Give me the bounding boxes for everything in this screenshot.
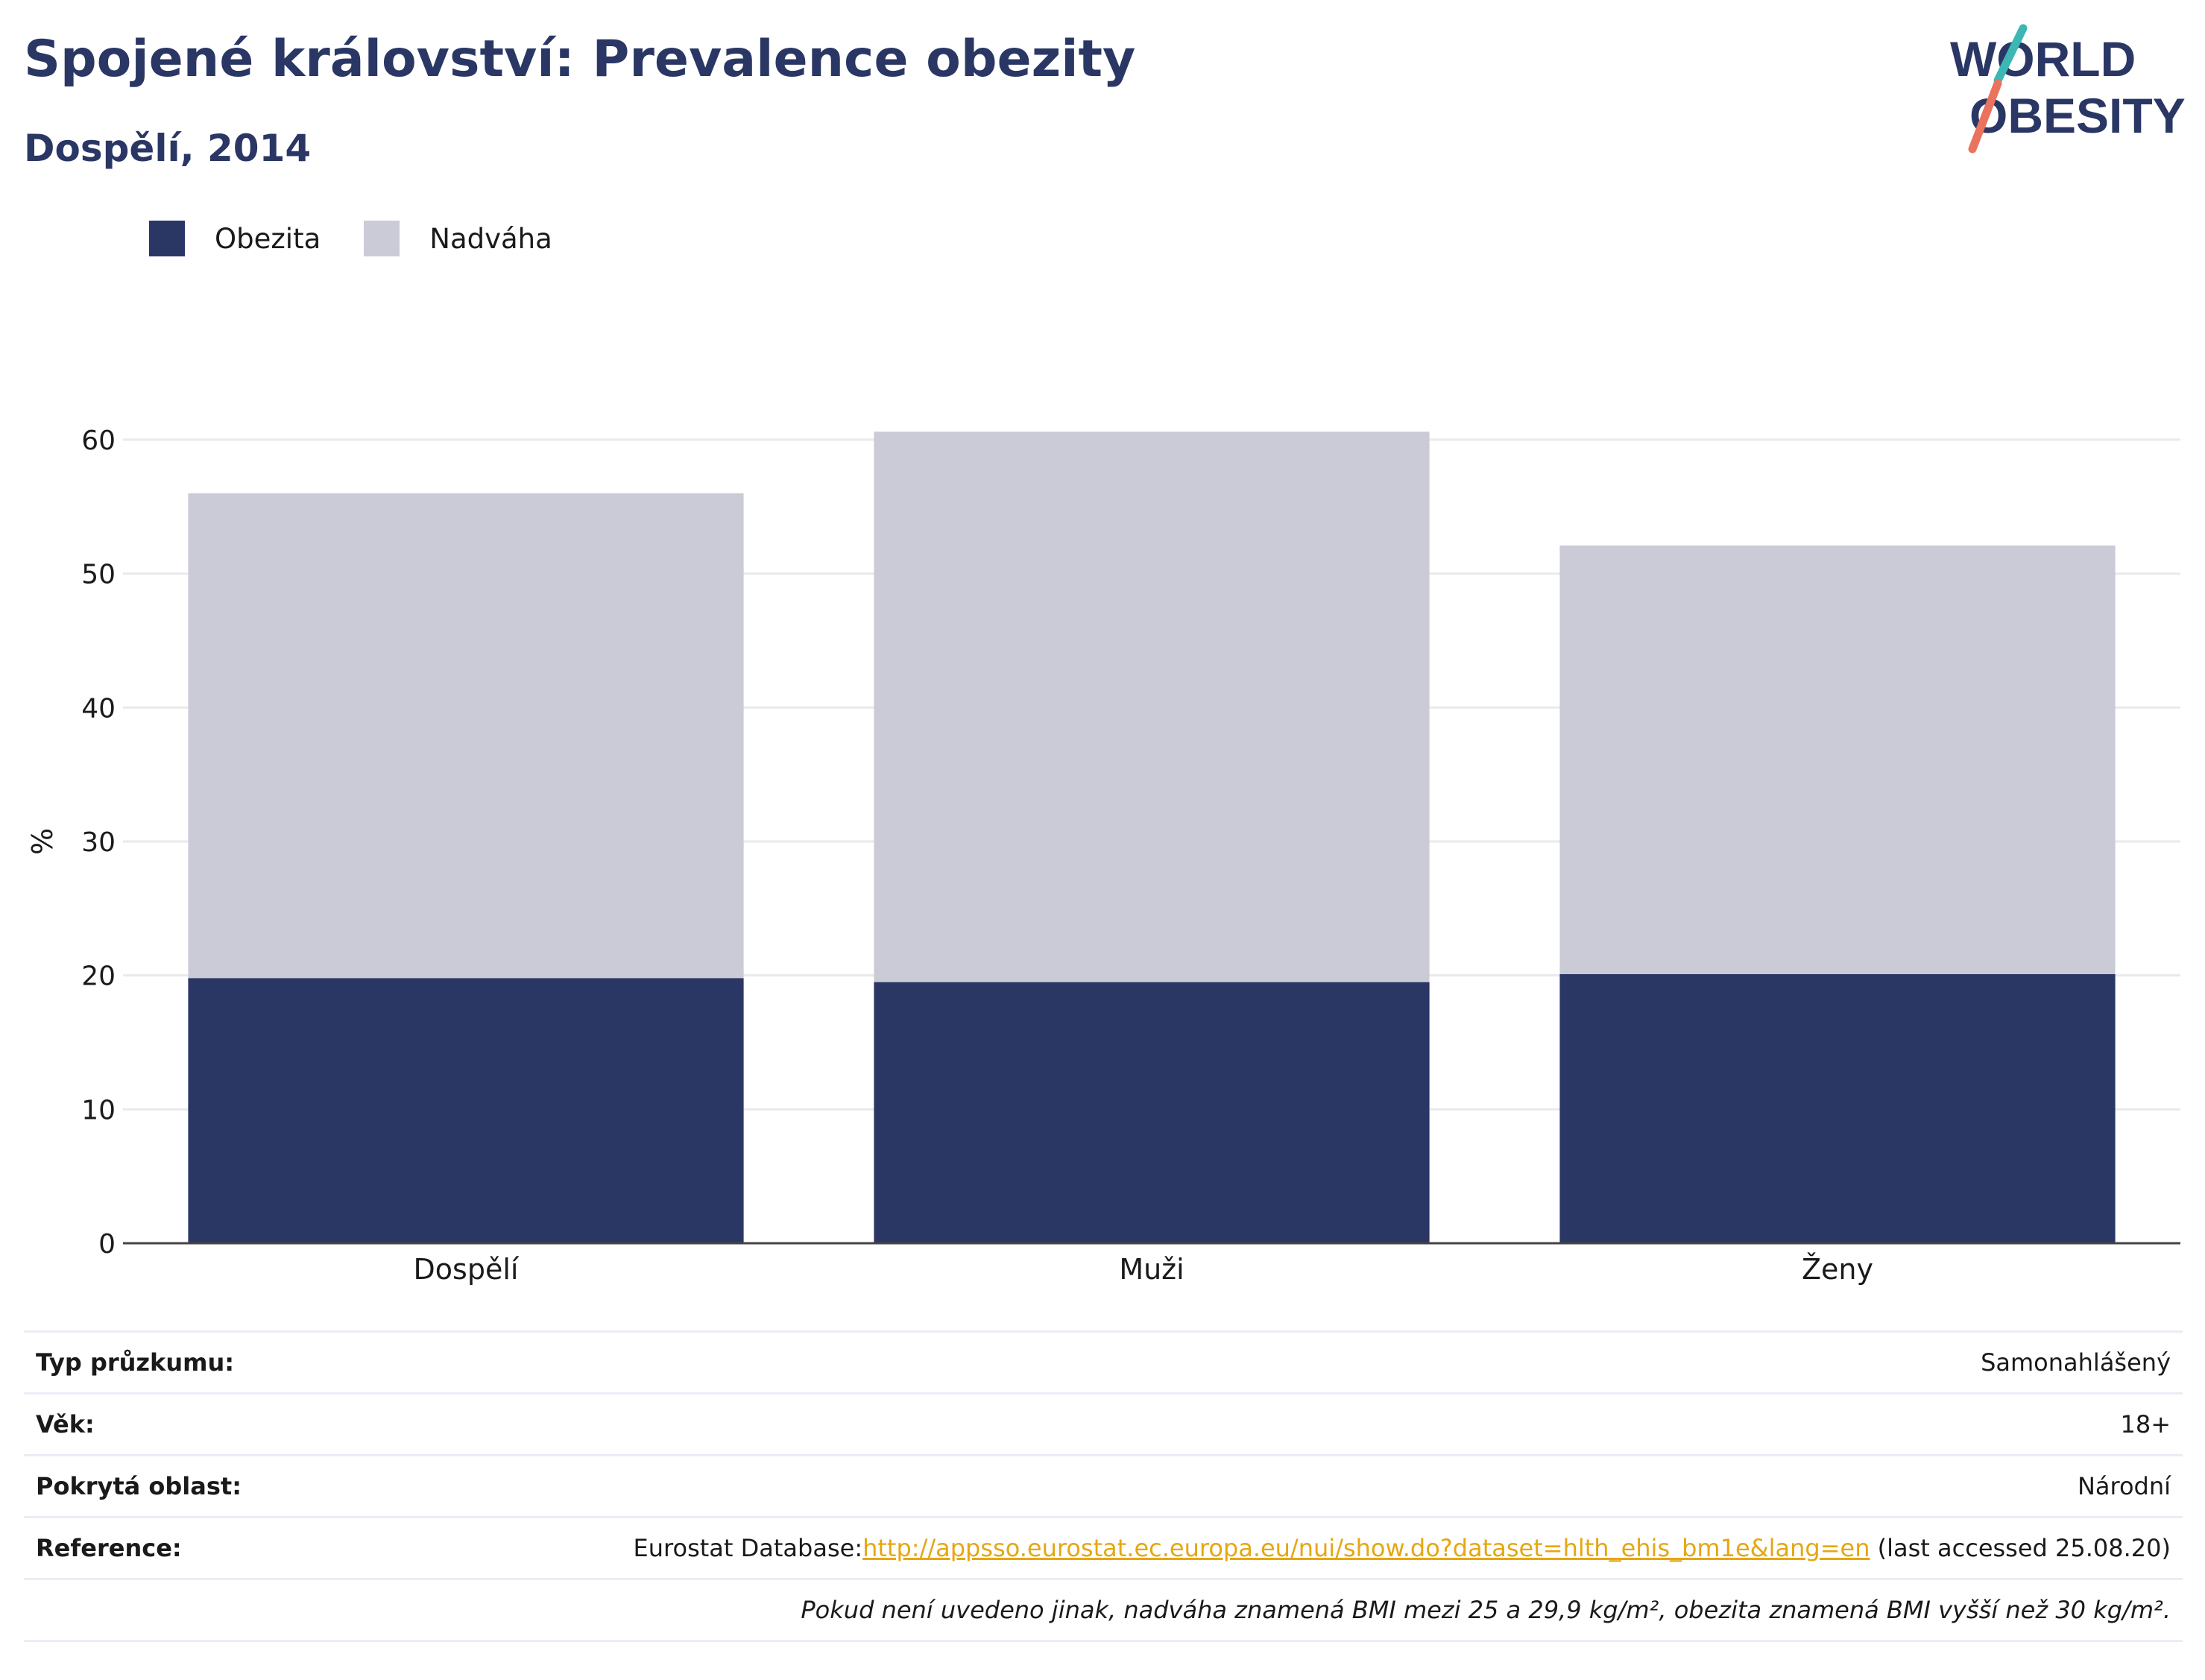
info-row-survey-type: Typ průzkumu: Samonahlášený [24, 1331, 2183, 1394]
x-tick-label-1: Muži [1119, 1253, 1184, 1286]
info-label-survey-type: Typ průzkumu: [36, 1348, 235, 1377]
info-label-age: Věk: [36, 1410, 95, 1439]
y-tick-label-10: 10 [81, 1095, 116, 1125]
info-table: Typ průzkumu: Samonahlášený Věk: 18+ Pok… [24, 1330, 2183, 1642]
chart-title: Spojené království: Prevalence obezity [24, 30, 1136, 89]
info-note: Pokud není uvedeno jinak, nadváha znamen… [801, 1596, 2171, 1624]
bar-obezita-2[interactable] [1559, 973, 2116, 1243]
legend-item-obezita[interactable]: Obezita [149, 221, 321, 256]
info-value-survey-type: Samonahlášený [1981, 1348, 2171, 1377]
info-row-age: Věk: 18+ [24, 1393, 2183, 1456]
chart-subtitle: Dospělí, 2014 [24, 127, 312, 170]
y-tick-label-30: 30 [81, 827, 116, 858]
legend-swatch-nadvaha [364, 221, 400, 256]
y-tick-label-20: 20 [81, 961, 116, 992]
reference-suffix: (last accessed 25.08.20) [1870, 1534, 2171, 1562]
info-label-reference: Reference: [36, 1534, 182, 1562]
legend-label-obezita: Obezita [215, 222, 321, 255]
y-tick-label-0: 0 [98, 1229, 116, 1260]
logo-line2: OBESITY [1969, 88, 2186, 143]
world-obesity-logo: WORLD OBESITY [1950, 24, 2186, 154]
bar-obezita-0[interactable] [188, 978, 744, 1243]
x-tick-label-0: Dospělí [414, 1253, 520, 1286]
info-value-coverage: Národní [2077, 1472, 2171, 1500]
info-row-note: Pokud není uvedeno jinak, nadváha znamen… [24, 1579, 2183, 1641]
legend-item-nadvaha[interactable]: Nadváha [364, 221, 552, 256]
bar-nadvaha-2[interactable] [1559, 545, 2116, 974]
y-tick-label-50: 50 [81, 560, 116, 590]
bar-obezita-1[interactable] [874, 982, 1430, 1243]
info-row-reference: Reference: Eurostat Database:http://apps… [24, 1517, 2183, 1579]
info-row-coverage: Pokrytá oblast: Národní [24, 1455, 2183, 1518]
info-value-reference: Eurostat Database:http://appsso.eurostat… [361, 1518, 2183, 1579]
x-tick-label-2: Ženy [1802, 1253, 1873, 1286]
reference-prefix: Eurostat Database: [633, 1534, 863, 1562]
bar-nadvaha-1[interactable] [874, 432, 1430, 982]
bar-nadvaha-0[interactable] [188, 493, 744, 979]
logo-line1: WORLD [1950, 31, 2136, 86]
info-value-age: 18+ [2120, 1410, 2171, 1439]
logo-slash-teal [1993, 24, 2028, 85]
logo-slash-coral [1968, 79, 2002, 154]
reference-link[interactable]: http://appsso.eurostat.ec.europa.eu/nui/… [862, 1534, 1870, 1562]
chart-legend: Obezita Nadváha [149, 221, 596, 256]
info-label-coverage: Pokrytá oblast: [36, 1472, 242, 1500]
legend-swatch-obezita [149, 221, 185, 256]
y-tick-label-40: 40 [81, 693, 116, 724]
stacked-bar-chart: 0 10 20 30 40 50 60 Dospělí Muži Ženy% [26, 426, 2180, 1286]
y-axis-label: % [26, 828, 59, 855]
legend-label-nadvaha: Nadváha [429, 222, 552, 255]
y-tick-label-60: 60 [81, 426, 116, 456]
